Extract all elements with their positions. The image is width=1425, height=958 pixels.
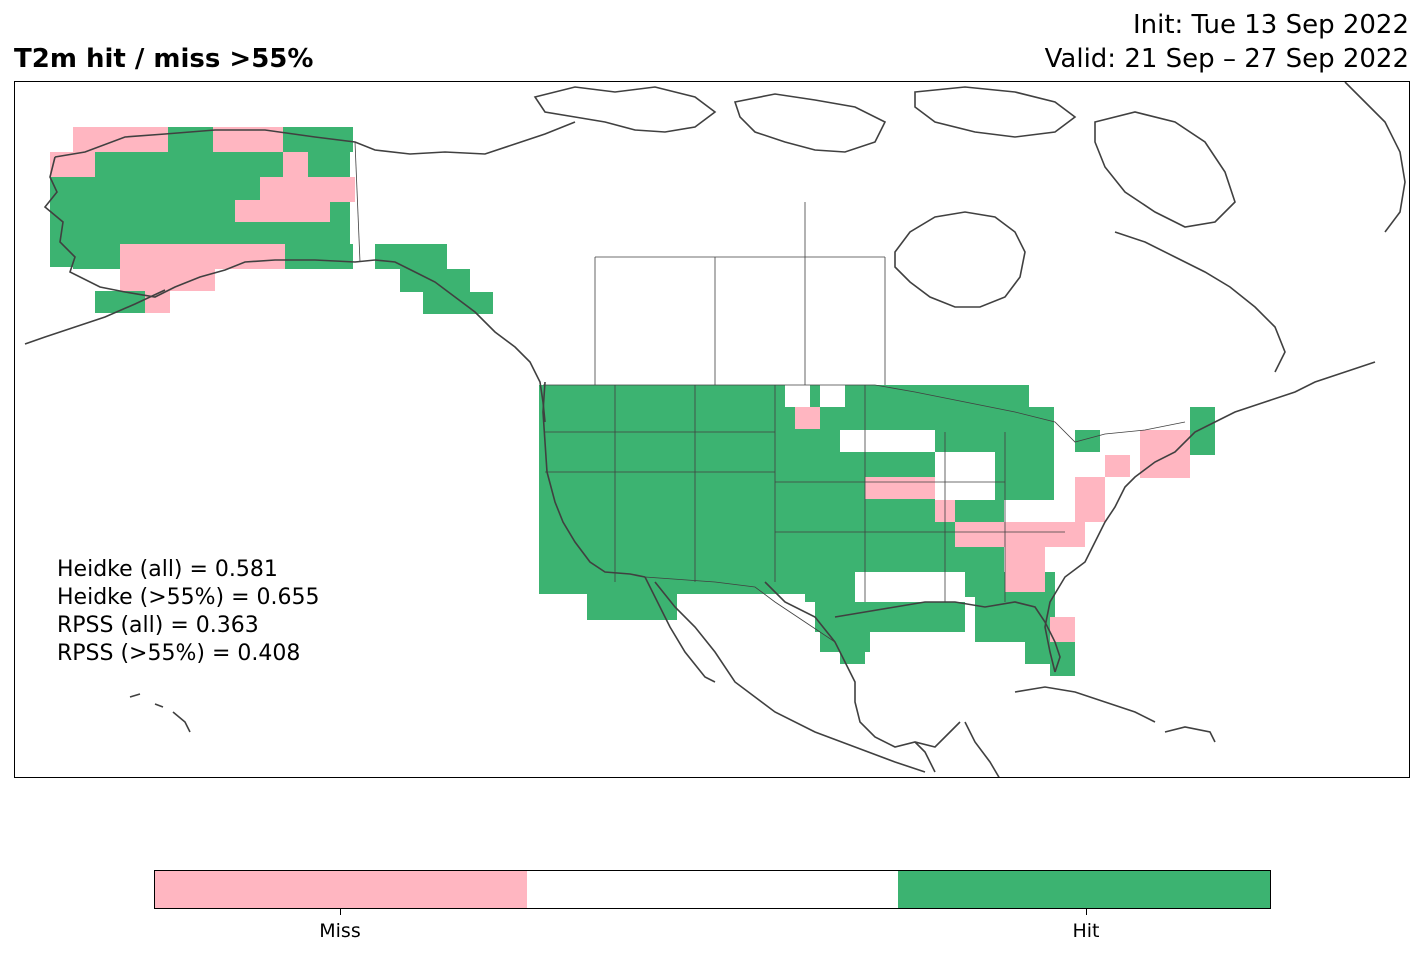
coastline-mexico-west (644, 576, 926, 773)
colorbar (154, 870, 1271, 909)
hit-cell (1190, 407, 1215, 455)
hit-cell (1004, 430, 1054, 475)
neutral-cell (1055, 430, 1075, 452)
miss-cell (283, 152, 308, 177)
coastline-greenland (1344, 82, 1406, 233)
coastline-atlantic (1044, 361, 1376, 673)
hit-cell (285, 244, 353, 269)
colorbar-neutral-segment (526, 871, 899, 908)
borders (354, 141, 1186, 643)
miss-cell (50, 152, 95, 177)
hit-cell (375, 244, 447, 269)
coastline-pacific-north (374, 259, 546, 423)
coastline-cuba (1014, 686, 1156, 723)
coastline-hawaii (129, 693, 191, 733)
hit-cell (975, 597, 1055, 642)
skill-stats: Heidke (all) = 0.581 Heidke (>55%) = 0.6… (57, 556, 320, 668)
init-date: Init: Tue 13 Sep 2022 (1132, 10, 1409, 40)
neutral-cell (840, 430, 865, 452)
hit-cell (400, 269, 470, 292)
miss-cell (235, 200, 330, 222)
neutral-cell (865, 430, 935, 452)
neutral-cell (785, 385, 810, 407)
coastline-us-west (542, 381, 646, 578)
coastline-gulf (764, 581, 961, 748)
coastline-aleutians (24, 289, 166, 345)
coastline-arctic-1 (533, 86, 717, 133)
border-alaska-canada (354, 141, 361, 263)
hit-cell (655, 572, 805, 594)
neutral-cell (820, 385, 845, 407)
border-canada-provinces (594, 202, 886, 385)
hit-cell (1004, 475, 1054, 500)
border-us-states (545, 385, 1065, 602)
hit-cell (840, 652, 865, 664)
map-canvas (24, 82, 1406, 777)
hit-cell (95, 291, 145, 313)
hit-cell (539, 572, 587, 594)
coastline-hudson-bay (894, 211, 1026, 308)
stat-rpss-all: RPSS (all) = 0.363 (57, 613, 259, 638)
stat-heidke-55: Heidke (>55%) = 0.655 (57, 585, 320, 610)
valid-range: Valid: 21 Sep – 27 Sep 2022 (1044, 44, 1409, 74)
border-us-mexico (644, 576, 836, 643)
miss-cell (120, 269, 215, 291)
hit-cell (283, 127, 353, 152)
stat-rpss-55: RPSS (>55%) = 0.408 (57, 641, 301, 666)
hit-cell (73, 244, 120, 269)
miss-cell (1005, 547, 1045, 592)
stat-heidke-all: Heidke (all) = 0.581 (57, 557, 278, 582)
miss-cell (1050, 617, 1075, 642)
colorbar-miss-segment (155, 871, 527, 908)
map-title: T2m hit / miss >55% (14, 44, 314, 74)
map-panel (14, 81, 1410, 778)
miss-cell (1105, 452, 1130, 477)
colorbar-tick-miss (340, 909, 341, 915)
coastlines (24, 82, 1406, 777)
miss-cell (955, 522, 1085, 547)
forecast-cells (50, 127, 1215, 676)
hit-cell (423, 292, 493, 314)
miss-cell (260, 177, 355, 202)
coastline-arctic-3 (914, 86, 1077, 138)
hit-cell (1004, 407, 1054, 430)
colorbar-label-hit: Hit (1072, 920, 1100, 942)
hit-cell (820, 632, 870, 652)
miss-cell (795, 407, 820, 429)
neutral-cell (1095, 430, 1140, 455)
miss-cell (120, 244, 285, 269)
miss-cell (1075, 477, 1105, 522)
coastline-labrador (1114, 231, 1286, 373)
coastline-central-america (914, 721, 1000, 777)
colorbar-hit-segment (898, 871, 1271, 908)
colorbar-tick-hit (1086, 909, 1087, 915)
coastline-alaska-west (43, 156, 376, 298)
hit-cell (1075, 430, 1100, 452)
hit-cell (805, 572, 855, 602)
miss-cell (1140, 430, 1190, 478)
coastline-arctic-4 (1094, 111, 1236, 228)
colorbar-label-miss: Miss (319, 920, 361, 942)
neutral-cell (935, 452, 995, 500)
coastline-gulf-north (834, 601, 1061, 673)
coastline-hispaniola (1164, 726, 1216, 743)
miss-cell (865, 477, 935, 499)
coastline-arctic-2 (733, 93, 887, 153)
border-us-canada (543, 384, 1186, 443)
hit-cell (1004, 385, 1029, 407)
hit-cell (815, 602, 965, 632)
